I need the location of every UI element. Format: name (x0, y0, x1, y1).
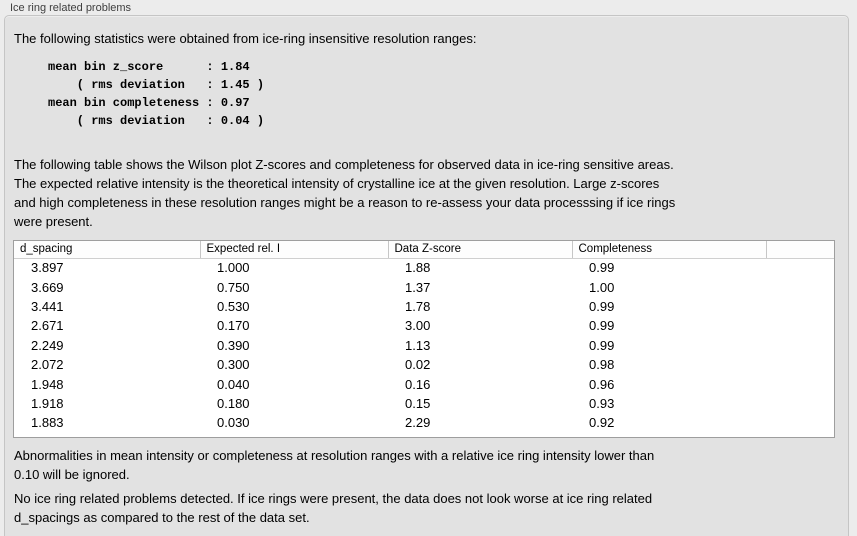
table-cell: 0.16 (405, 376, 431, 392)
column-header-expected-rel-i[interactable]: Expected rel. I (199, 241, 388, 259)
table-row[interactable]: 2.671 0.170 3.00 0.99 (14, 316, 834, 335)
table-description-text: The following table shows the Wilson plo… (14, 157, 676, 229)
table-cell: 0.170 (217, 318, 250, 334)
ignore-note-text: Abnormalities in mean intensity or compl… (14, 448, 655, 482)
table-cell: 1.883 (31, 415, 64, 431)
table-row[interactable]: 3.669 0.750 1.37 1.00 (14, 277, 834, 296)
column-header-data-z-score[interactable]: Data Z-score (387, 241, 572, 259)
table-cell: 1.000 (217, 260, 250, 276)
table-cell: 0.040 (217, 376, 250, 392)
table-header-row: d_spacing Expected rel. I Data Z-score C… (14, 241, 834, 259)
table-cell: 3.441 (31, 298, 64, 314)
intro-text: The following statistics were obtained f… (14, 31, 477, 46)
table-cell: 0.92 (589, 415, 615, 431)
table-cell: 3.669 (31, 279, 64, 295)
column-header-empty (765, 241, 834, 259)
table-cell: 0.93 (589, 395, 615, 411)
table-cell: 0.98 (589, 357, 615, 373)
table-cell: 1.88 (405, 260, 431, 276)
table-cell: 2.29 (405, 415, 431, 431)
table-cell: 0.99 (589, 298, 615, 314)
table-row[interactable]: 1.948 0.040 0.16 0.96 (14, 374, 834, 393)
column-header-completeness[interactable]: Completeness (571, 241, 766, 259)
table-cell-empty (766, 394, 834, 413)
column-header-d-spacing[interactable]: d_spacing (14, 241, 200, 259)
table-cell-empty (766, 316, 834, 335)
table-cell: 0.96 (589, 376, 615, 392)
table-cell: 0.180 (217, 395, 250, 411)
table-row[interactable]: 2.072 0.300 0.02 0.98 (14, 355, 834, 374)
ice-ring-table[interactable]: d_spacing Expected rel. I Data Z-score C… (13, 240, 835, 438)
table-cell: 1.37 (405, 279, 431, 295)
table-cell: 1.948 (31, 376, 64, 392)
table-row[interactable]: 3.441 0.530 1.78 0.99 (14, 297, 834, 316)
table-cell: 0.390 (217, 337, 250, 353)
conclusion-text: No ice ring related problems detected. I… (14, 491, 653, 525)
table-row[interactable]: 2.249 0.390 1.13 0.99 (14, 336, 834, 355)
table-cell: 0.750 (217, 279, 250, 295)
table-cell: 3.897 (31, 260, 64, 276)
statistics-block: mean bin z_score : 1.84 ( rms deviation … (48, 60, 265, 128)
table-cell: 1.918 (31, 395, 64, 411)
table-row[interactable]: 1.883 0.030 2.29 0.92 (14, 413, 834, 432)
table-cell: 1.78 (405, 298, 431, 314)
data-table: d_spacing Expected rel. I Data Z-score C… (14, 241, 834, 433)
table-cell-empty (766, 336, 834, 355)
table-cell: 0.15 (405, 395, 431, 411)
table-cell-empty (766, 297, 834, 316)
table-cell: 0.99 (589, 318, 615, 334)
table-cell: 0.99 (589, 260, 615, 276)
table-cell: 0.99 (589, 337, 615, 353)
group-box-title: Ice ring related problems (10, 2, 132, 14)
table-cell-empty (766, 258, 834, 277)
table-cell: 0.530 (217, 298, 250, 314)
table-row[interactable]: 1.918 0.180 0.15 0.93 (14, 394, 834, 413)
table-cell: 1.00 (589, 279, 615, 295)
table-body: 3.897 1.000 1.88 0.99 3.669 0.750 1.37 1.00 3.44… (14, 258, 834, 433)
table-cell: 2.072 (31, 357, 64, 373)
table-cell: 0.030 (217, 415, 250, 431)
table-cell: 2.249 (31, 337, 64, 353)
table-cell: 0.02 (405, 357, 431, 373)
table-cell-empty (766, 374, 834, 393)
table-cell: 0.300 (217, 357, 250, 373)
table-cell: 3.00 (405, 318, 431, 334)
table-cell-empty (766, 277, 834, 296)
table-cell: 1.13 (405, 337, 431, 353)
table-cell-empty (766, 413, 834, 432)
table-row[interactable]: 3.897 1.000 1.88 0.99 (14, 258, 834, 277)
table-cell: 2.671 (31, 318, 64, 334)
table-cell-empty (766, 355, 834, 374)
